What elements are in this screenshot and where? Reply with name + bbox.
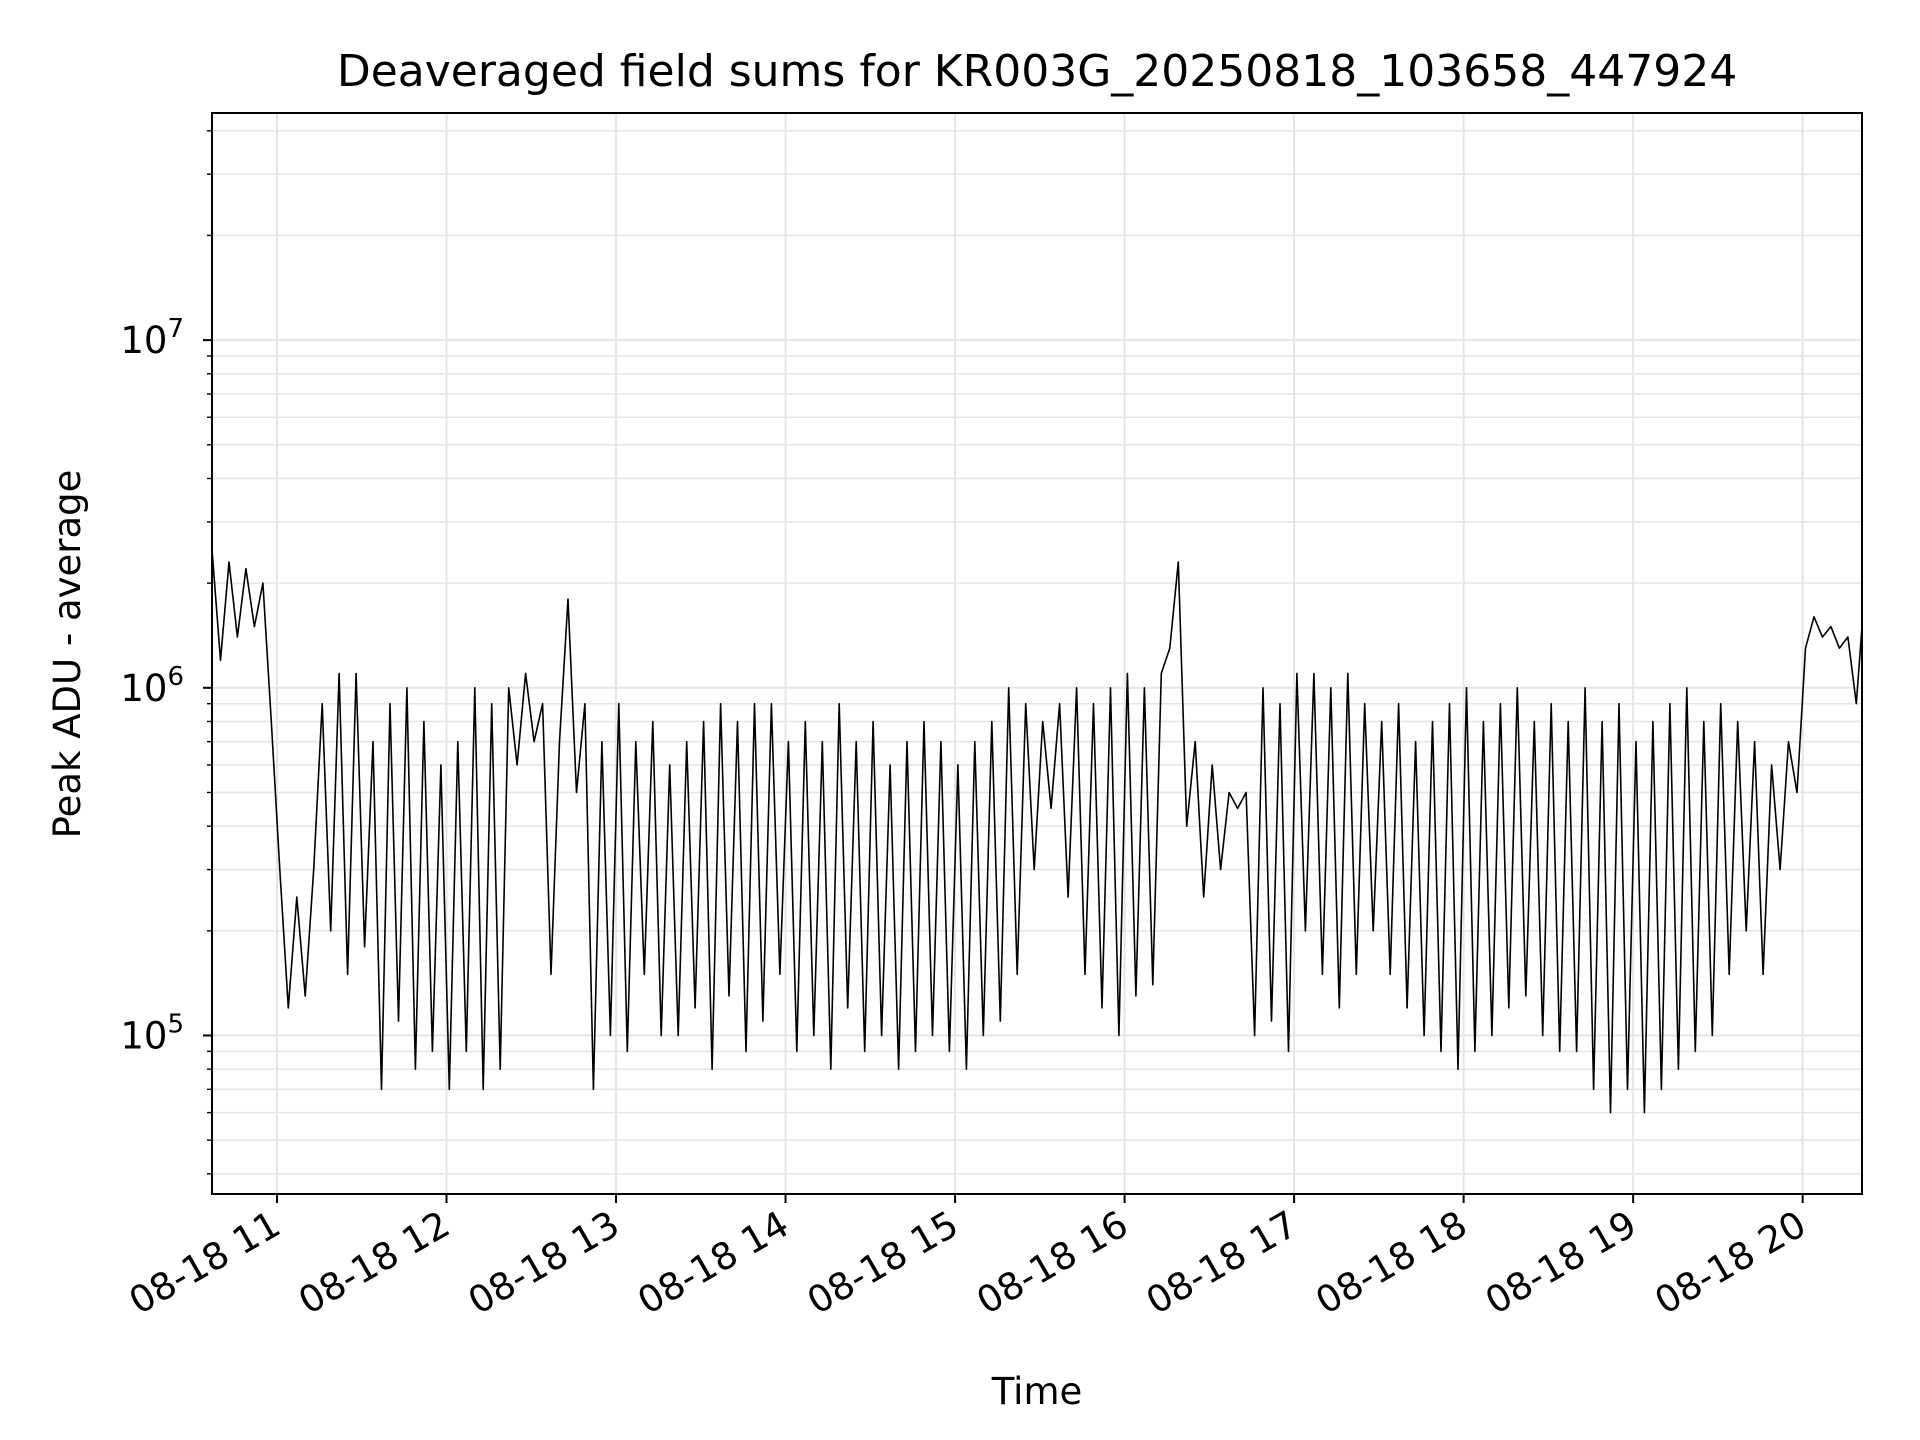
y-tick-base: 10	[120, 1014, 167, 1057]
y-tick-exponent: 5	[167, 1009, 184, 1039]
series-group	[211, 549, 1863, 1114]
series-line	[211, 549, 1863, 1114]
y-tick-base: 10	[120, 667, 167, 710]
y-axis-label: Peak ADU - average	[46, 470, 89, 839]
y-tick-exponent: 7	[167, 314, 184, 344]
plot-frame	[211, 112, 1863, 1195]
chart-title: Deaveraged field sums for KR003G_2025081…	[337, 46, 1737, 97]
y-tick-exponent: 6	[167, 662, 184, 692]
grid	[212, 113, 1862, 1194]
y-tick-label: 107	[120, 314, 184, 362]
x-axis-label: Time	[991, 1370, 1083, 1413]
y-tick-label: 106	[120, 662, 184, 710]
y-tick-base: 10	[120, 319, 167, 362]
y-tick-label: 105	[120, 1009, 184, 1057]
